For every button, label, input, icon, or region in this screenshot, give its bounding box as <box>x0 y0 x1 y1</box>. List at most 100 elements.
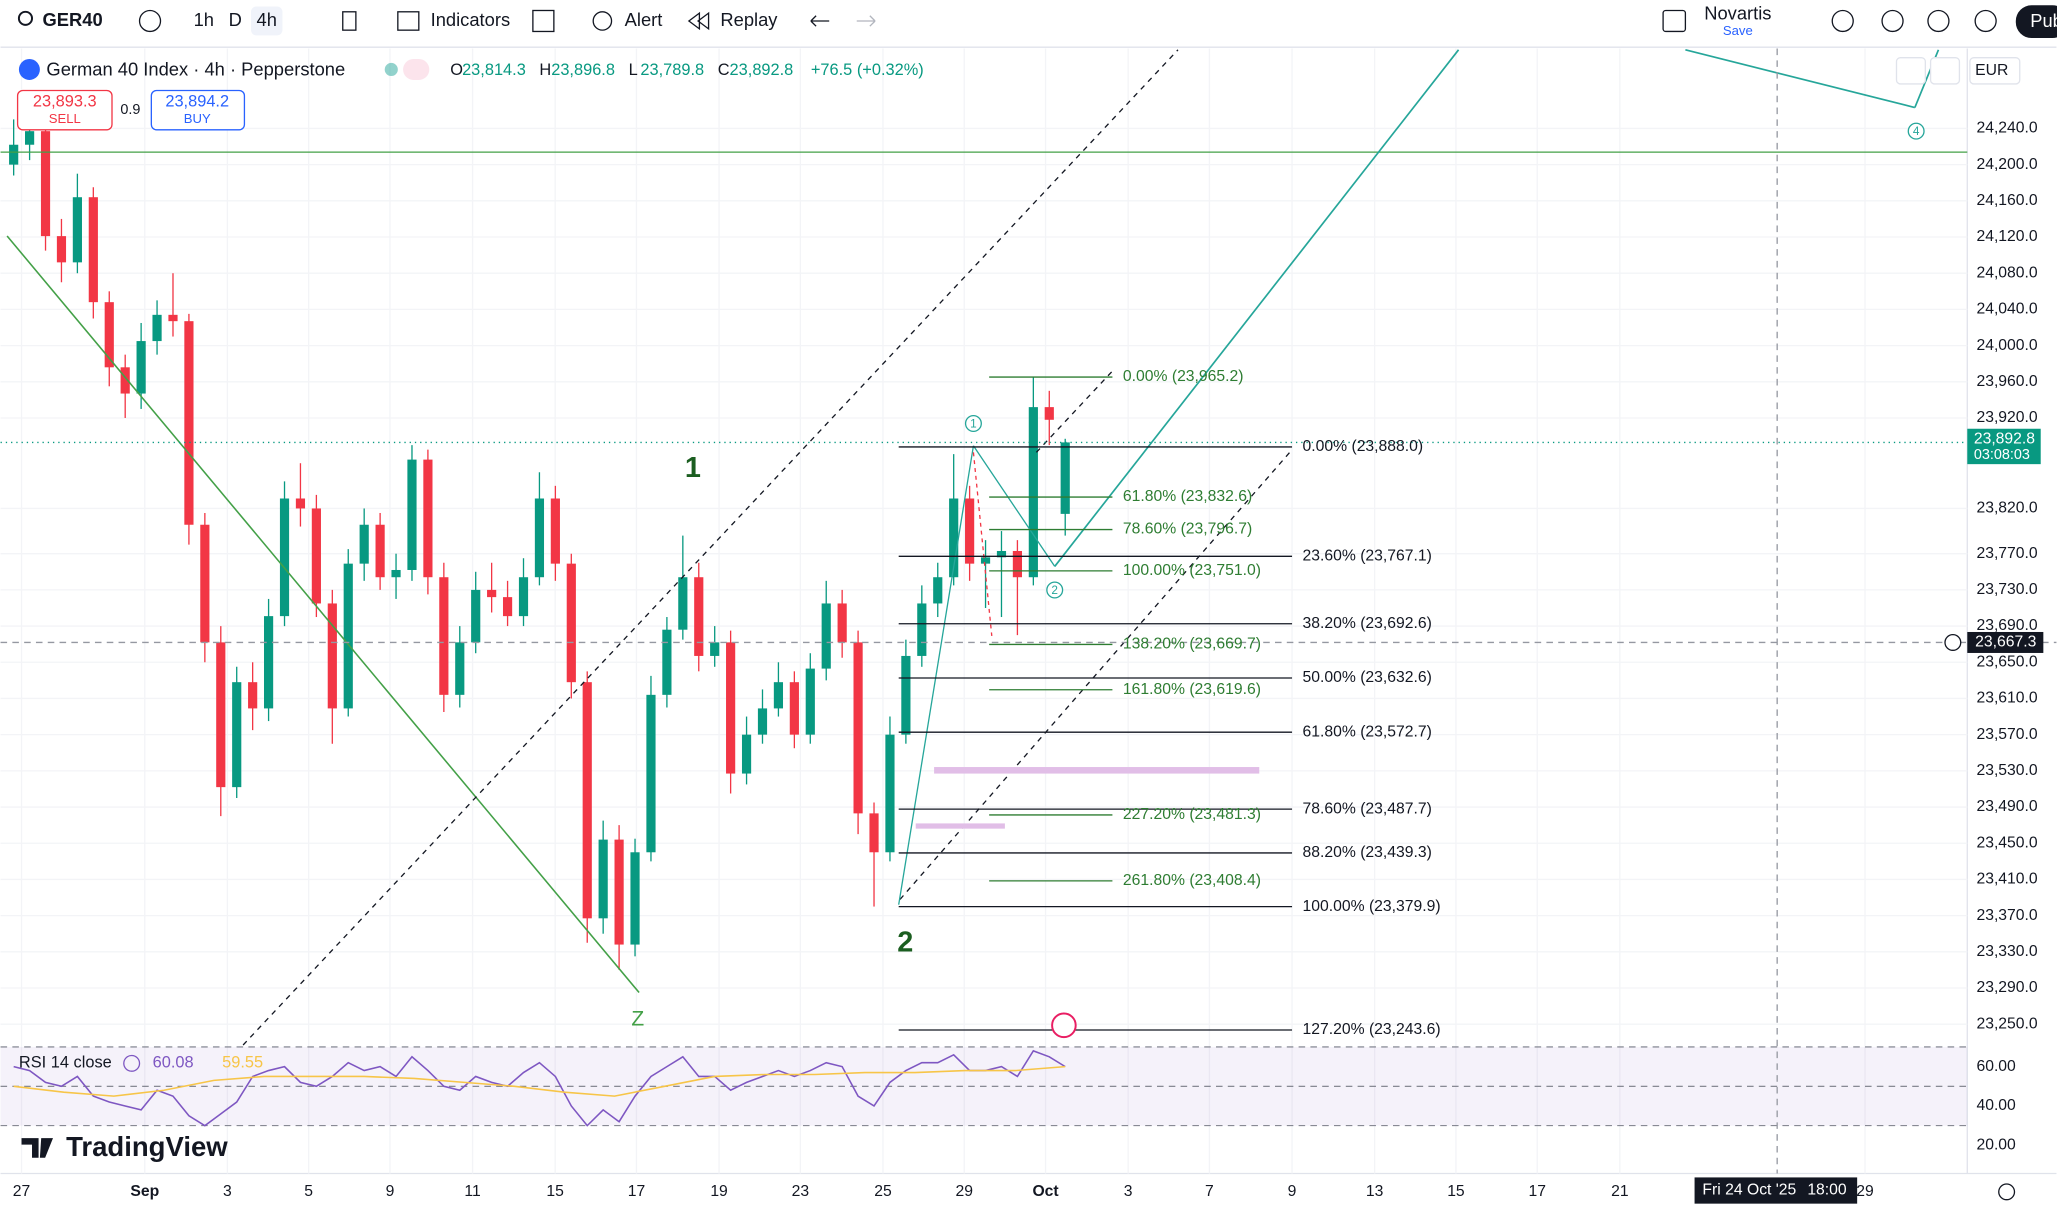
rsi-ma-value: 59.55 <box>222 1054 263 1072</box>
layout-status[interactable]: Save <box>1723 23 1753 38</box>
candle-body <box>248 682 258 709</box>
fib-ext-label: 261.80% (23,408.4) <box>1123 872 1261 889</box>
fib-label: 127.20% (23,243.6) <box>1303 1021 1441 1038</box>
candle-body <box>869 813 879 853</box>
candle-body <box>184 321 194 525</box>
legend-key: O <box>450 61 463 79</box>
candle-body <box>72 197 82 263</box>
y-tick-label: 23,920.0 <box>1976 409 2037 426</box>
templates-icon[interactable] <box>532 9 555 33</box>
candle-body <box>152 314 162 342</box>
sell-button[interactable] <box>16 89 113 131</box>
search-icon[interactable] <box>17 10 34 26</box>
publish-button[interactable] <box>2015 5 2057 39</box>
undo-icon[interactable] <box>810 15 830 27</box>
x-tick-label: 3 <box>223 1183 232 1200</box>
buy-price[interactable]: 23,894.2 <box>165 93 229 111</box>
fib-ext-label: 138.20% (23,669.7) <box>1123 636 1261 653</box>
x-tick-label: 7 <box>1205 1183 1214 1200</box>
legend-value: 23,814.3 <box>462 61 526 79</box>
candle-body <box>965 498 975 564</box>
candle-body <box>295 498 306 509</box>
scroll-button[interactable] <box>1895 57 1926 85</box>
replay-icon[interactable] <box>687 11 710 31</box>
y-tick-label: 24,240.0 <box>1976 120 2037 137</box>
interval-selected <box>250 6 283 36</box>
chart-type-icon[interactable] <box>342 11 357 31</box>
redo-icon <box>856 15 876 27</box>
candle-body <box>789 682 799 735</box>
candle-body <box>263 616 274 709</box>
candle-body <box>646 694 656 853</box>
interval[interactable]: 4h <box>257 9 277 30</box>
settings-button[interactable] <box>1998 1183 2016 1201</box>
toolbar-icon[interactable] <box>1974 9 1997 33</box>
add-symbol[interactable] <box>138 9 162 33</box>
layout-checkbox[interactable] <box>1662 9 1687 33</box>
toolbar-icon[interactable] <box>1927 9 1950 33</box>
candle-body <box>502 597 513 617</box>
fib-ext-label: 161.80% (23,619.6) <box>1123 681 1261 698</box>
rsi-icon <box>123 1054 141 1072</box>
symbol[interactable]: GER40 <box>43 9 103 30</box>
trend-line <box>6 235 640 994</box>
add-level-button[interactable] <box>1944 633 1962 651</box>
wave-label: 1 <box>685 452 701 484</box>
x-tick-label: 29 <box>1856 1183 1873 1200</box>
y-tick-label: 23,530.0 <box>1976 762 2037 779</box>
candle-body <box>487 589 497 598</box>
chart-pane <box>0 48 2057 1174</box>
y-tick-label: 24,160.0 <box>1976 192 2037 209</box>
currency-button[interactable] <box>1969 57 2021 85</box>
candle-body <box>773 682 784 709</box>
currency[interactable]: EUR <box>1975 62 2008 79</box>
candle-body <box>327 603 337 709</box>
candle-body <box>853 642 863 814</box>
legend-key: H <box>539 61 551 79</box>
candle-body <box>630 852 640 945</box>
alert-icon[interactable] <box>592 11 613 31</box>
brand-logo <box>21 1138 53 1158</box>
legend-title: German 40 Index · 4h · Pepperstone <box>46 59 345 80</box>
toolbar-icon[interactable] <box>1881 9 1904 33</box>
candle-body <box>614 839 624 945</box>
sell-label[interactable]: SELL <box>49 111 81 126</box>
candle-body <box>550 498 560 564</box>
candle-body <box>56 236 67 263</box>
candle-body <box>455 642 465 695</box>
zone <box>915 823 1005 829</box>
indicators-icon[interactable] <box>397 11 420 31</box>
replay[interactable]: Replay <box>720 9 778 30</box>
rsi-value: 60.08 <box>153 1054 194 1072</box>
toolbar-icon[interactable] <box>1831 9 1854 33</box>
crosshair-time: 18:00 <box>1807 1182 1847 1199</box>
candle-body <box>25 131 35 145</box>
interval[interactable]: D <box>229 9 242 30</box>
alert[interactable]: Alert <box>625 9 663 30</box>
candle-body <box>279 498 290 617</box>
candle-body <box>534 498 545 578</box>
legend-key: C <box>718 61 730 79</box>
fib-ext-label: 0.00% (23,965.2) <box>1123 368 1244 385</box>
candle-body <box>375 524 385 578</box>
x-tick-label: 25 <box>874 1183 892 1200</box>
layout-name[interactable]: Novartis <box>1704 2 1771 23</box>
x-tick-label: 21 <box>1611 1183 1628 1200</box>
candle-body <box>9 144 19 165</box>
sell-price[interactable]: 23,893.3 <box>33 93 97 111</box>
wave-circle <box>1046 581 1064 599</box>
wave-circle-label: 1 <box>970 416 977 430</box>
candle-body <box>837 603 847 643</box>
interval[interactable]: 1h <box>194 9 214 30</box>
publish[interactable]: Pub <box>2030 10 2057 31</box>
legend-value: 23,789.8 <box>640 61 704 79</box>
legend-change: +76.5 (+0.32%) <box>811 61 924 79</box>
buy-label[interactable]: BUY <box>184 111 211 126</box>
indicators[interactable]: Indicators <box>431 9 511 30</box>
wave-label: Z <box>631 1008 644 1031</box>
legend-value: 23,892.8 <box>730 61 794 79</box>
fit-button[interactable] <box>1929 57 1961 85</box>
buy-button[interactable] <box>150 89 246 131</box>
candle-body <box>949 498 959 578</box>
candle-body <box>518 577 529 617</box>
